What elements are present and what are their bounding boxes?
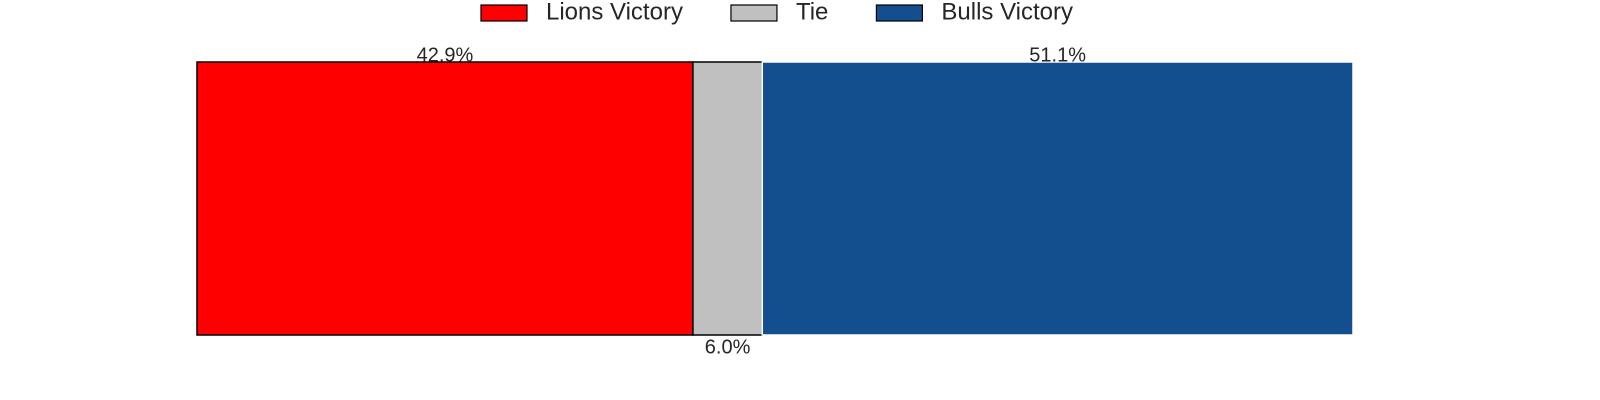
legend-label: Bulls Victory [941,0,1073,25]
legend-swatch [480,4,528,22]
value-label: 6.0% [705,336,751,358]
value-label: 42.9% [417,44,474,66]
legend-swatch [875,4,924,22]
legend-label: Tie [796,0,828,25]
legend-swatch [730,4,778,22]
value-label: 51.1% [1029,44,1086,66]
bar-segment [761,61,1354,336]
legend-label: Lions Victory [546,0,683,25]
bar-segment [196,61,694,336]
bar-segment [692,61,764,336]
